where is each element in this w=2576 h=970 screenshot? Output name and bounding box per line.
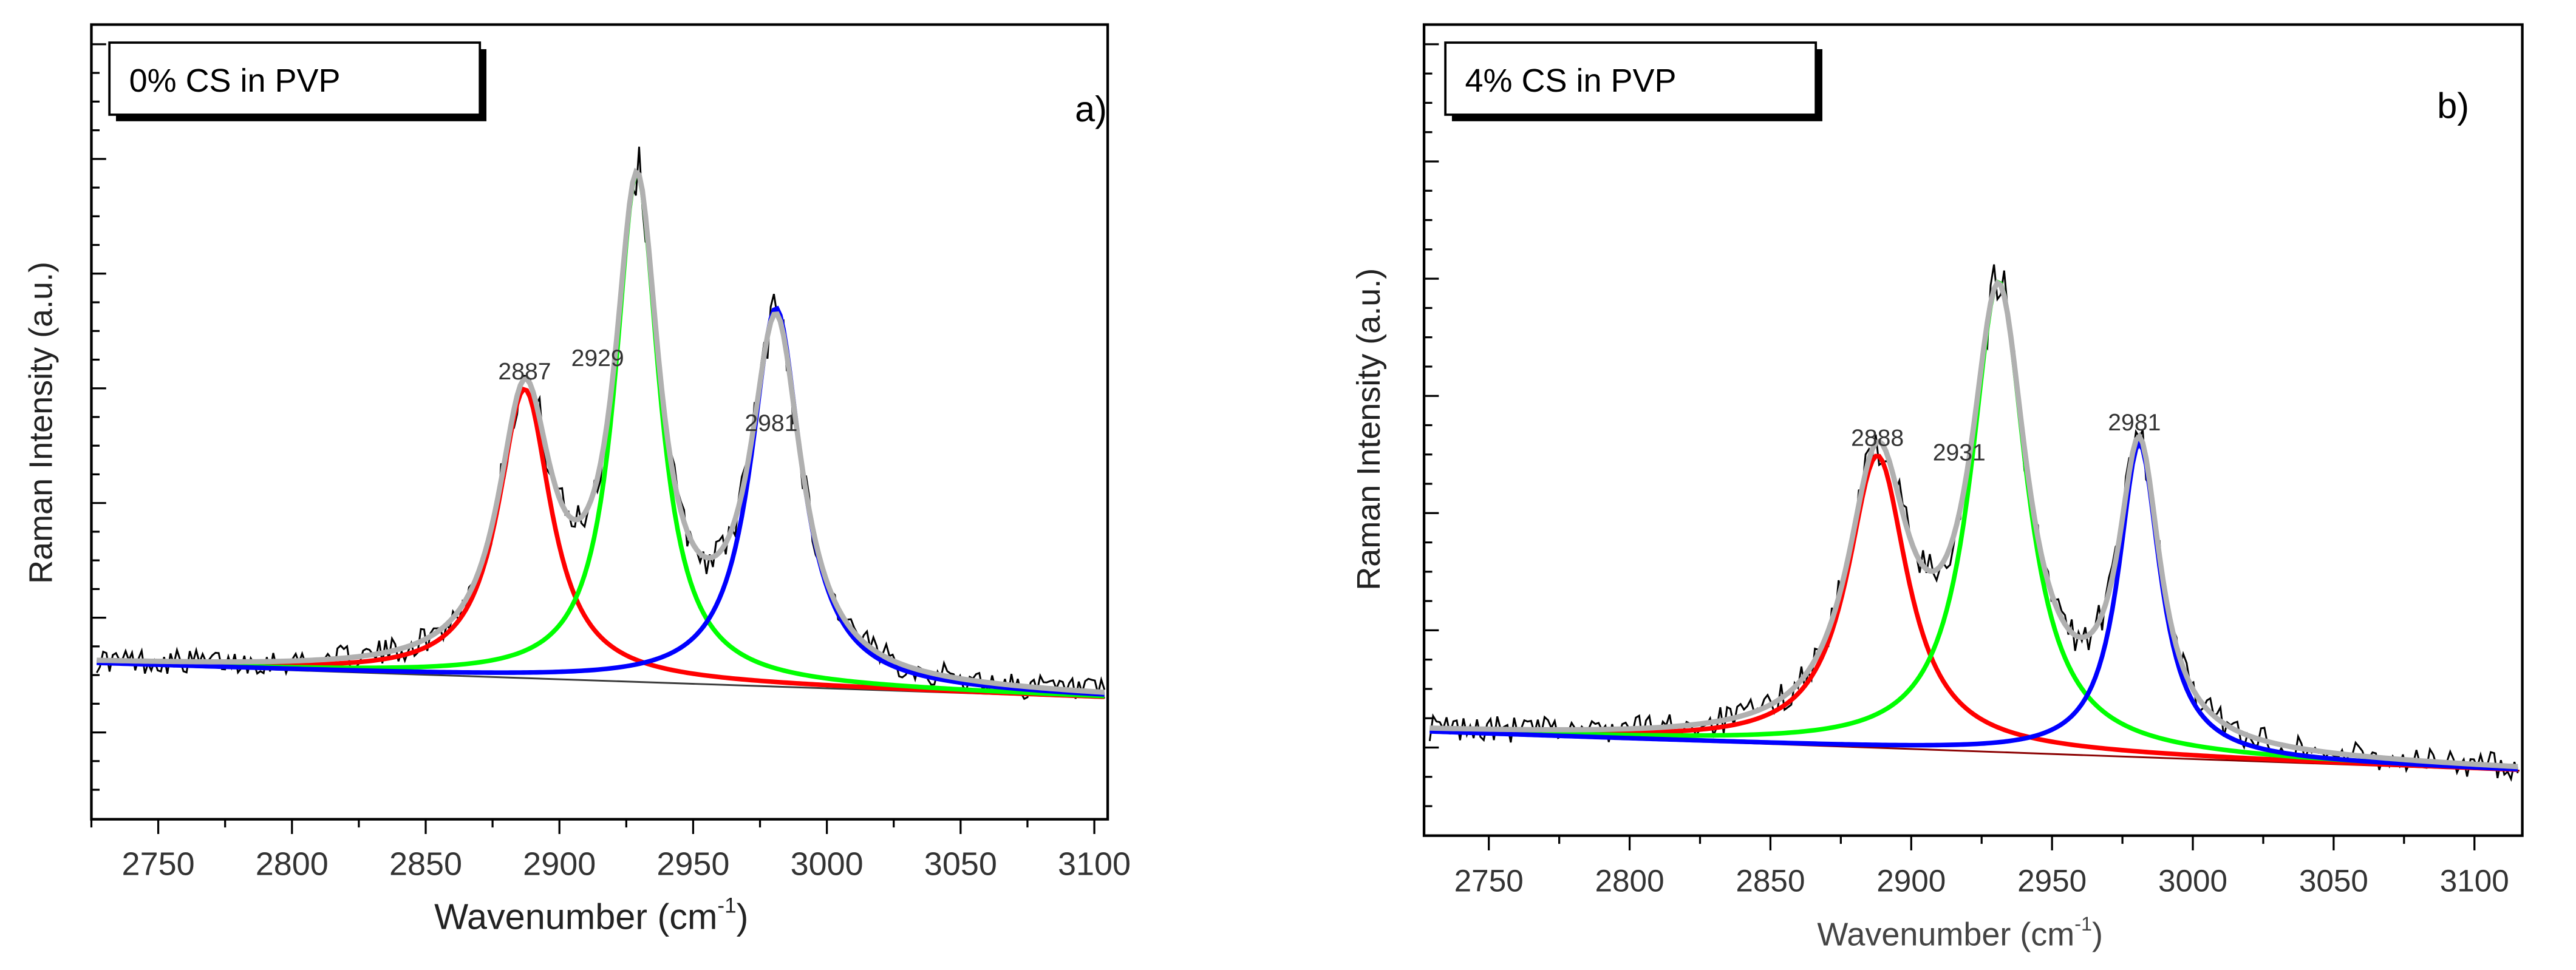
y-ticks [91, 43, 106, 791]
x-tick-label: 3100 [1058, 846, 1131, 882]
x-tick-labels: 2750 2800 2850 2900 2950 3000 3050 3100 [122, 846, 1131, 882]
x-axis-label: Wavenumber (cm-1) [434, 894, 748, 937]
panel-a: 2750 2800 2850 2900 2950 3000 3050 3100 2887 29… [23, 23, 1131, 937]
x-tick-label: 2750 [122, 846, 195, 882]
x-tick-label: 3100 [2440, 863, 2509, 898]
panel-label: b) [2437, 85, 2469, 126]
x-tick-labels: 2750 2800 2850 2900 2950 3000 3050 3100 [1454, 863, 2509, 898]
plot-area: 2888 2931 2981 [1428, 264, 2520, 782]
y-ticks [1424, 43, 1439, 807]
peak-label: 2981 [2108, 410, 2161, 436]
x-axis-label-sup: -1 [2074, 913, 2092, 935]
panel-label: a) [1075, 89, 1107, 129]
y-axis-label: Raman Intensity (a.u.) [23, 262, 60, 584]
x-ticks [1488, 835, 2476, 850]
peak-label: 2887 [498, 359, 551, 385]
x-axis-label-close: ) [2092, 917, 2103, 953]
x-tick-label: 3050 [2299, 863, 2368, 898]
x-tick-label: 2800 [1595, 863, 1665, 898]
x-tick-label: 2850 [1736, 863, 1805, 898]
x-tick-label: 2800 [256, 846, 329, 882]
panel-b: 2750 2800 2850 2900 2950 3000 3050 3100 2888 29… [1351, 23, 2524, 953]
x-axis-label-main: Wavenumber (cm [1817, 917, 2074, 953]
x-tick-label: 2950 [2017, 863, 2087, 898]
peak-fit-line [1429, 439, 2518, 772]
x-tick-label: 3000 [791, 846, 864, 882]
peak-label: 2929 [571, 345, 624, 371]
legend-box [108, 41, 482, 116]
x-axis-label-close: ) [737, 897, 749, 937]
x-tick-label: 2900 [523, 846, 596, 882]
x-axis-label: Wavenumber (cm-1) [1817, 913, 2103, 952]
peak-fit-line [97, 305, 1105, 697]
x-ticks [90, 819, 1095, 834]
x-tick-label: 2900 [1876, 863, 1946, 898]
y-axis-label: Raman Intensity (a.u.) [1351, 268, 1387, 591]
peak-label: 2981 [745, 410, 797, 436]
legend-text: 0% CS in PVP [129, 63, 341, 99]
x-tick-label: 2950 [656, 846, 729, 882]
x-tick-label: 3050 [924, 846, 997, 882]
plot-frame [90, 23, 1109, 821]
legend-text: 4% CS in PVP [1465, 63, 1677, 99]
legend-box [1444, 41, 1818, 116]
x-axis-label-main: Wavenumber (cm [434, 897, 717, 937]
fit-envelope-line [1429, 279, 2518, 770]
x-tick-label: 2850 [389, 846, 462, 882]
peak-label: 2888 [1851, 425, 1904, 451]
x-tick-label: 3000 [2158, 863, 2227, 898]
x-axis-label-sup: -1 [717, 894, 736, 918]
fit-envelope-line [97, 168, 1105, 695]
peak-label: 2931 [1933, 440, 1986, 466]
plot-area: 2887 2929 2981 [95, 146, 1106, 700]
x-tick-label: 2750 [1454, 863, 1524, 898]
